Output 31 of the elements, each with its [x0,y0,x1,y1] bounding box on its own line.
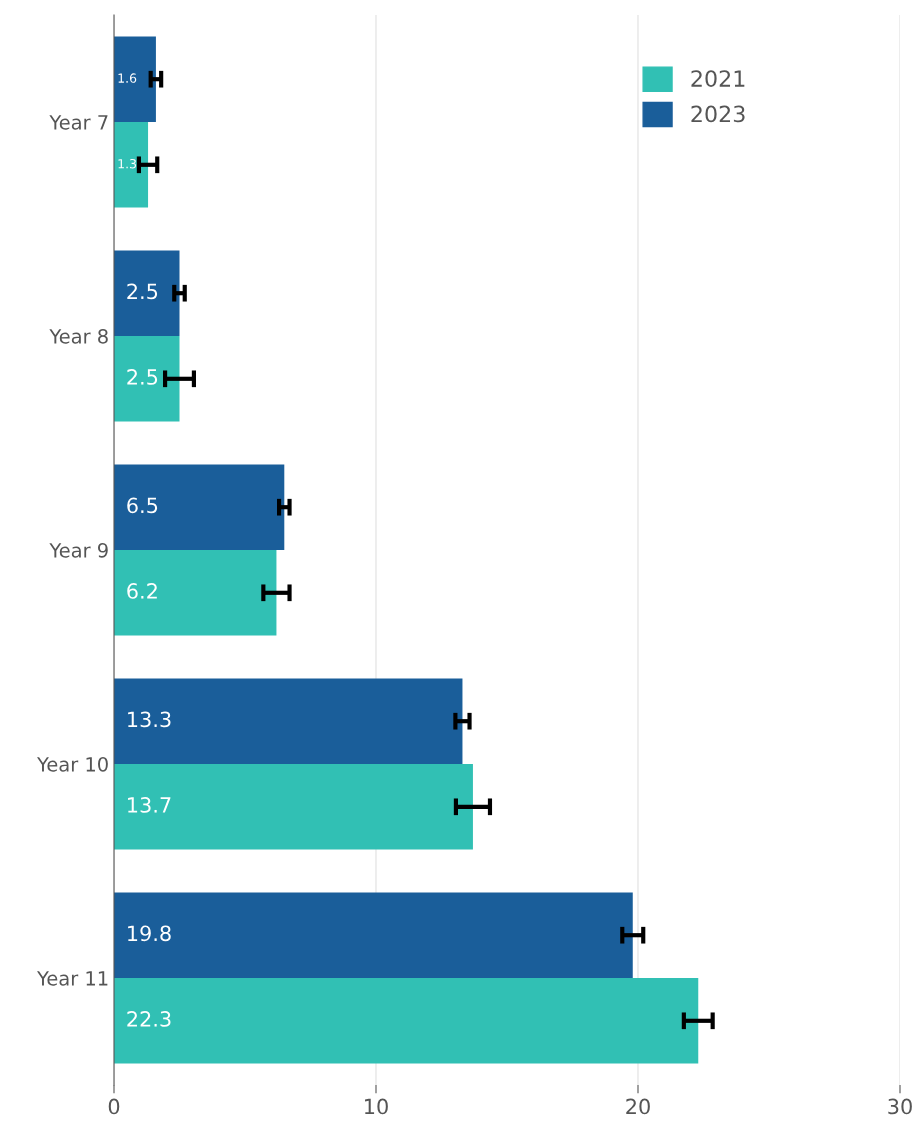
bar [114,336,180,422]
data-label: 2.5 [127,283,158,300]
legend-label: 2023 [691,105,745,123]
data-label: 6.5 [127,497,158,514]
bar [114,464,285,550]
data-label: 13.7 [128,797,171,813]
data-label: 22.3 [127,1011,171,1027]
bar [114,764,473,850]
data-label: 2.5 [127,369,158,385]
y-tick-label: Year 7 [49,115,108,130]
y-tick-label: Year 8 [49,328,108,344]
data-label: 19.8 [128,925,171,942]
data-label: 6.2 [127,583,157,599]
bar [114,36,156,122]
x-tick-label: 0 [108,1098,120,1115]
bar [114,678,463,764]
bar [114,550,277,636]
y-tick-label: Year 10 [37,756,108,772]
data-label: 13.3 [128,711,171,728]
bar [114,250,180,336]
y-tick-label: Year 9 [49,542,108,558]
data-label: 1.6 [118,73,137,83]
data-label: 1.3 [118,158,137,169]
bar [114,122,149,208]
x-tick-label: 20 [626,1098,650,1115]
legend-label: 2021 [691,70,745,87]
x-tick-label: 10 [365,1098,388,1115]
y-tick-label: Year 11 [37,971,108,986]
x-tick-label: 30 [888,1098,912,1115]
bar [114,892,633,978]
bar [114,978,699,1064]
